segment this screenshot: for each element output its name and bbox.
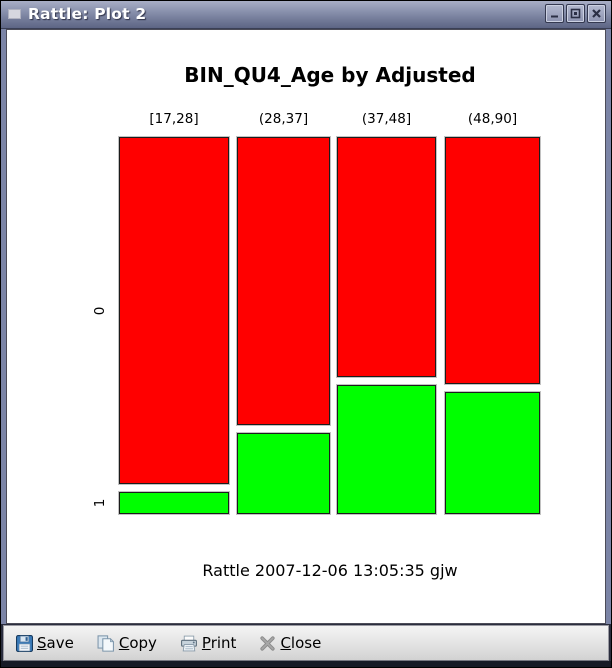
mosaic-cell-y0: [237, 137, 330, 425]
save-button[interactable]: Save: [12, 631, 78, 655]
print-icon: [180, 635, 197, 651]
maximize-button[interactable]: [566, 4, 585, 23]
chart-title: BIN_QU4_Age by Adjusted: [184, 63, 476, 87]
y-axis-label: 1: [92, 498, 108, 508]
save-icon: [16, 634, 33, 652]
copy-button[interactable]: Copy: [93, 631, 161, 655]
chart-caption: Rattle 2007-12-06 13:05:35 gjw: [202, 561, 458, 580]
column-label: (28,37]: [258, 111, 309, 127]
window-bottom-border: [1, 661, 611, 667]
close-plot-button-label: Close: [280, 634, 322, 652]
print-button[interactable]: Print: [176, 631, 241, 655]
column-label: [17,28]: [149, 111, 199, 127]
mosaic-cell-y1: [337, 385, 436, 514]
maximize-icon: [570, 8, 581, 19]
close-button[interactable]: [587, 4, 606, 23]
close-plot-button[interactable]: Close: [255, 631, 325, 655]
toolbar-frame: Save Copy Print: [1, 624, 611, 661]
close-icon: [592, 9, 601, 18]
minimize-icon: [551, 15, 558, 18]
mosaic-cell-y1: [445, 392, 540, 514]
window-controls: [545, 4, 606, 23]
window-titlebar: Rattle: Plot 2: [1, 1, 611, 29]
mosaic-cell-y0: [445, 137, 540, 384]
close-x-icon: [260, 635, 276, 651]
plot-drawing-area: BIN_QU4_Age by Adjusted Rattle 2007-12-0…: [6, 29, 606, 624]
window-content-frame: BIN_QU4_Age by Adjusted Rattle 2007-12-0…: [1, 29, 611, 624]
window-icon: [8, 9, 21, 19]
copy-icon: [97, 634, 115, 652]
column-label: (48,90]: [467, 111, 518, 127]
y-axis-label: 0: [92, 306, 108, 315]
mosaic-cell-y0: [119, 137, 229, 484]
mosaic-cell-y1: [237, 433, 330, 514]
window-title: Rattle: Plot 2: [28, 4, 147, 23]
save-button-label: Save: [37, 634, 74, 652]
plot-toolbar: Save Copy Print: [3, 625, 609, 661]
mosaic-cell-y1: [119, 492, 229, 514]
mosaic-cell-y0: [337, 137, 436, 377]
minimize-button[interactable]: [545, 4, 564, 23]
print-button-label: Print: [201, 634, 237, 652]
copy-button-label: Copy: [118, 634, 157, 652]
column-label: (37,48]: [361, 111, 412, 127]
